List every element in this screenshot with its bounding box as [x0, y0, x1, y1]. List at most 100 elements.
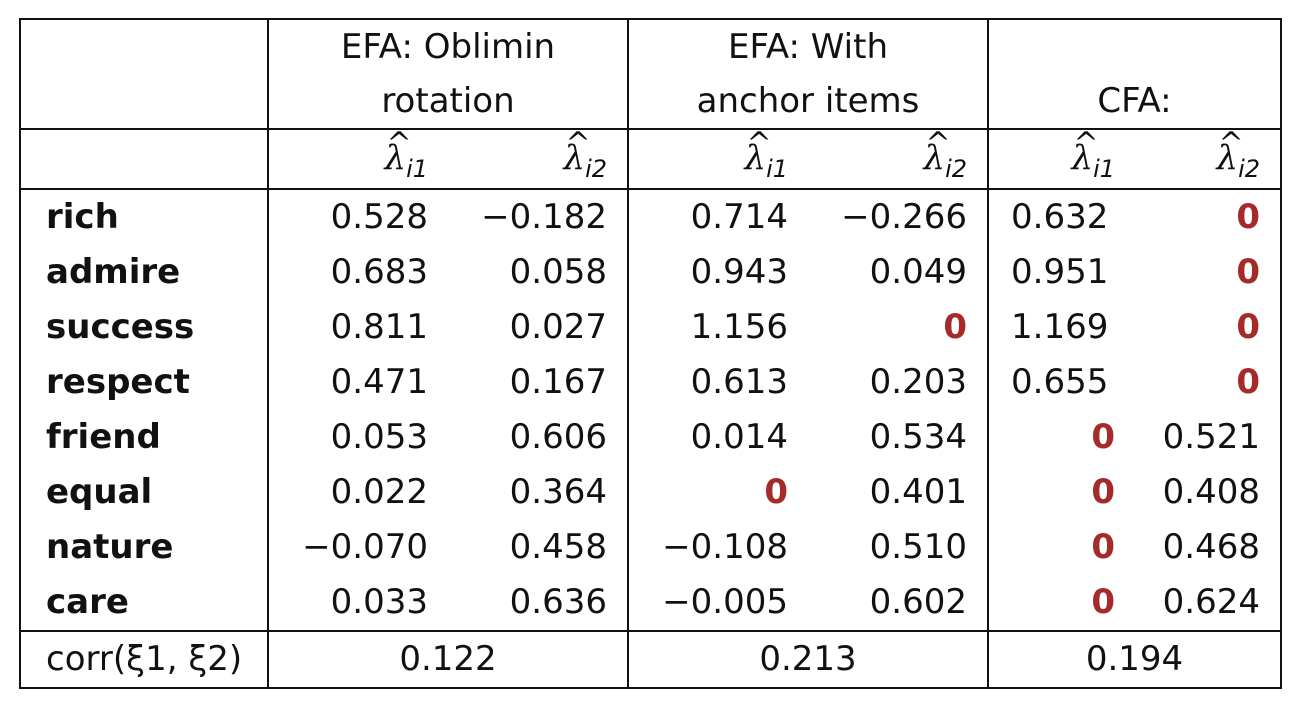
- table-cell: 0.053: [330, 417, 428, 457]
- item-label: care: [19, 575, 269, 631]
- item-label: nature: [19, 520, 269, 575]
- table-cell: 0.167: [448, 355, 629, 410]
- table-cell: 0.401: [808, 465, 989, 520]
- table-cell: 0.624: [1135, 575, 1282, 631]
- table-cell: 0.943: [690, 252, 788, 292]
- item-label: friend: [19, 410, 269, 465]
- hat-accent: ^: [746, 129, 772, 161]
- table-cell: 0.408: [1135, 465, 1282, 520]
- loading-header-2-i1: ^ λi1: [628, 129, 808, 189]
- table-cell: 0.636: [448, 575, 629, 631]
- item-label: respect: [19, 355, 269, 410]
- table-cell: −0.070: [302, 527, 428, 567]
- table-cell: 0.534: [808, 410, 989, 465]
- header-efa-anchor-line1: EFA: With: [727, 27, 889, 67]
- loading-subscript: i1: [406, 154, 428, 183]
- loading-subscript: i1: [1093, 154, 1115, 183]
- corner-cell: [19, 18, 269, 130]
- table-cell: 0.811: [330, 307, 428, 347]
- lambda-hat-symbol: ^ λi1: [1072, 129, 1116, 183]
- table-cell: 0: [1091, 527, 1115, 567]
- table-cell: 1.169: [1011, 307, 1109, 347]
- table-cell: 0.606: [448, 410, 629, 465]
- table-row: friend 0.053 0.606 0.014 0.534 0 0.521: [19, 410, 1282, 465]
- table-cell: 0.951: [1011, 252, 1109, 292]
- table-cell: 0: [808, 300, 989, 355]
- table-cell: 0.714: [628, 188, 808, 245]
- table-cell: 0.027: [448, 300, 629, 355]
- table-cell: 0.014: [690, 417, 788, 457]
- table-row: admire 0.683 0.058 0.943 0.049 0.951 0: [19, 245, 1282, 300]
- table-cell: 0.528: [268, 188, 448, 245]
- table-cell: 0: [1091, 582, 1115, 622]
- loadings-table: EFA: Oblimin rotation EFA: With anchor i…: [19, 18, 1282, 689]
- table-cell: 0.655: [1011, 362, 1109, 402]
- table-row: equal 0.022 0.364 0 0.401 0 0.408: [19, 465, 1282, 520]
- correlation-label: corr(ξ1, ξ2): [19, 630, 269, 689]
- table-cell: 0.033: [330, 582, 428, 622]
- header-efa-oblimin: EFA: Oblimin rotation: [268, 18, 629, 130]
- table-row: respect 0.471 0.167 0.613 0.203 0.655 0: [19, 355, 1282, 410]
- loading-subscript: i2: [1238, 154, 1260, 183]
- table-cell: −0.005: [662, 582, 788, 622]
- loading-header-1-i1: ^ λi1: [268, 129, 448, 189]
- table-cell: 0.521: [1135, 410, 1282, 465]
- loading-subscript: i2: [945, 154, 967, 183]
- loading-label-empty: [19, 129, 269, 189]
- lambda-symbol: λ: [744, 137, 767, 178]
- table-row: success 0.811 0.027 1.156 0 1.169 0: [19, 300, 1282, 355]
- table-cell: 0: [1091, 472, 1115, 512]
- lambda-symbol: λ: [923, 137, 946, 178]
- loading-header-3-i1: ^ λi1: [988, 129, 1135, 189]
- loading-subscript: i1: [766, 154, 788, 183]
- loading-header-2-i2: ^ λi2: [808, 129, 989, 189]
- loading-header-3-i2: ^ λi2: [1135, 129, 1282, 189]
- table-cell: 0.613: [690, 362, 788, 402]
- correlation-row: corr(ξ1, ξ2) 0.122 0.213 0.194: [19, 630, 1282, 689]
- item-label: equal: [19, 465, 269, 520]
- table-cell: 0.471: [330, 362, 428, 402]
- table-cell: 0.022: [330, 472, 428, 512]
- lambda-hat-symbol: ^ λi1: [384, 129, 429, 183]
- table-row: care 0.033 0.636 −0.005 0.602 0 0.624: [19, 575, 1282, 631]
- table-cell: 0: [1135, 245, 1282, 300]
- table-cell: 0.058: [448, 245, 629, 300]
- table-cell: 0.602: [808, 575, 989, 631]
- table-cell: 0.049: [808, 245, 989, 300]
- table-cell: 0: [1135, 188, 1282, 245]
- lambda-hat-symbol: ^ λi2: [563, 129, 608, 180]
- table-row: rich 0.528 −0.182 0.714 −0.266 0.632 0: [19, 188, 1282, 245]
- header-efa-anchor: EFA: With anchor items: [628, 18, 989, 130]
- table-cell: 0.632: [988, 188, 1135, 245]
- table-cell: 0: [1135, 355, 1282, 410]
- header-row-loadings: ^ λi1 ^ λi2 ^ λi1 ^ λi2 ^ λi1 ^ λi2: [19, 129, 1282, 189]
- item-label: admire: [19, 245, 269, 300]
- header-cfa-line2: CFA:: [1097, 81, 1172, 121]
- item-label: success: [19, 300, 269, 355]
- lambda-hat-symbol: ^ λi1: [744, 129, 789, 183]
- lambda-hat-symbol: ^ λi2: [1217, 129, 1261, 183]
- table-cell: 0.364: [448, 465, 629, 520]
- correlation-value: 0.122: [268, 630, 629, 689]
- lambda-symbol: λ: [384, 137, 407, 178]
- table-cell: −0.266: [808, 188, 989, 245]
- loading-header-1-i2: ^ λi2: [448, 129, 629, 189]
- table-cell: −0.108: [662, 527, 788, 567]
- table-cell: 0.203: [808, 355, 989, 410]
- table-row: nature −0.070 0.458 −0.108 0.510 0 0.468: [19, 520, 1282, 575]
- table-cell: 0: [1091, 417, 1115, 457]
- correlation-value: 0.213: [628, 630, 989, 689]
- table-cell: 0.468: [1135, 520, 1282, 575]
- table-cell: 0.510: [808, 520, 989, 575]
- header-cfa: CFA:: [988, 18, 1282, 130]
- header-efa-anchor-line2: anchor items: [696, 81, 920, 121]
- lambda-symbol: λ: [563, 137, 586, 178]
- item-label: rich: [19, 188, 269, 245]
- hat-accent: ^: [565, 129, 591, 161]
- table-cell: 0.683: [330, 252, 428, 292]
- correlation-value: 0.194: [988, 630, 1282, 689]
- lambda-hat-symbol: ^ λi2: [923, 129, 968, 183]
- table-cell: 0.458: [448, 520, 629, 575]
- hat-accent: ^: [925, 129, 951, 161]
- table-cell: 1.156: [690, 307, 788, 347]
